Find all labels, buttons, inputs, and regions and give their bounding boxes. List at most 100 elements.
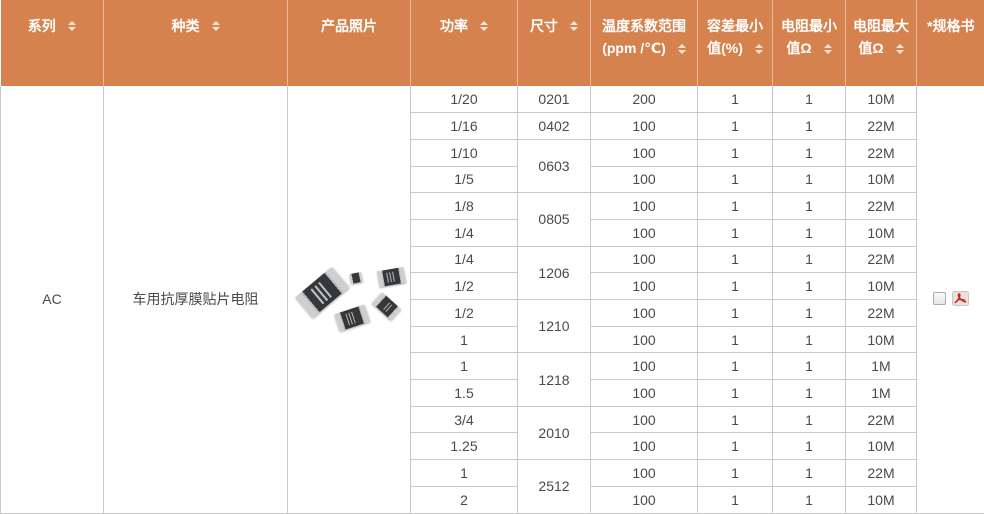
resistance-max-cell: 10M <box>845 485 917 514</box>
resistance-max-cell: 1M <box>845 379 917 407</box>
col-header-label: 种类 <box>171 18 200 34</box>
table-row: 2 100 1 1 10M <box>1 485 984 514</box>
tolerance-min-cell: 1 <box>697 165 773 194</box>
pdf-icon[interactable] <box>951 290 969 306</box>
size-cell: 0805 <box>517 192 591 247</box>
table-row: 1/8 0805 100 1 1 22M <box>1 192 984 247</box>
tolerance-min-cell: 1 <box>697 138 773 167</box>
tolerance-min-cell: 1 <box>697 485 773 514</box>
spec-checkbox[interactable] <box>932 291 946 305</box>
col-header-label: 尺寸 <box>530 18 558 34</box>
resistance-max-cell: 1M <box>845 352 917 381</box>
resistance-min-cell: 1 <box>772 352 846 381</box>
tcr-cell: 100 <box>590 138 698 167</box>
resistance-max-cell: 10M <box>845 218 917 247</box>
table-row: 1/10 0603 100 1 1 22M <box>1 138 984 194</box>
tcr-cell: 100 <box>590 432 698 461</box>
resistance-max-cell: 22M <box>845 245 917 274</box>
power-cell: 2 <box>410 485 518 514</box>
table-row: 1 100 1 1 10M <box>1 325 984 354</box>
table-row: 3/4 2010 100 1 1 22M <box>1 405 984 461</box>
col-header-label: *规格书 <box>927 18 975 34</box>
size-cell: 1218 <box>517 352 591 407</box>
tolerance-min-cell: 1 <box>697 218 773 247</box>
tcr-cell: 200 <box>590 86 698 114</box>
resistance-min-cell: 1 <box>772 432 846 461</box>
table-row: 1/4 1206 100 1 1 22M <box>1 245 984 301</box>
sort-icon <box>480 21 488 32</box>
sort-icon <box>677 43 686 54</box>
photo-cell <box>287 86 411 514</box>
power-cell: 1 <box>410 325 518 354</box>
resistance-max-cell: 10M <box>845 432 917 461</box>
tcr-cell: 100 <box>590 485 698 514</box>
resistance-max-cell: 22M <box>845 112 917 140</box>
power-cell: 1.25 <box>410 432 518 461</box>
category-cell: 车用抗厚膜贴片电阻 <box>103 86 288 514</box>
tolerance-min-cell: 1 <box>697 86 773 114</box>
col-header-power[interactable]: 功率 <box>410 0 518 86</box>
resistor-image <box>372 292 402 322</box>
resistance-min-cell: 1 <box>772 379 846 407</box>
table-row: AC 车用抗厚膜贴片电阻 1/20 0201 200 1 1 10M <box>0 86 984 514</box>
col-header-tolerance-min[interactable]: 容差最小值(%) <box>697 0 773 86</box>
col-header-series[interactable]: 系列 <box>0 0 104 86</box>
table-body: AC 车用抗厚膜贴片电阻 1/20 0201 200 1 1 10M 1/16 0402 100… <box>0 86 984 514</box>
col-header-spec-sheet: *规格书 <box>916 0 984 86</box>
sort-icon <box>823 43 832 54</box>
col-header-size[interactable]: 尺寸 <box>517 0 591 86</box>
tcr-cell: 100 <box>590 299 698 327</box>
sort-icon <box>895 43 904 54</box>
size-cell: 2010 <box>517 405 591 461</box>
resistance-min-cell: 1 <box>772 165 846 194</box>
size-cell: 1210 <box>517 298 591 354</box>
resistance-min-cell: 1 <box>772 272 846 300</box>
tcr-cell: 100 <box>590 192 698 220</box>
col-header-category[interactable]: 种类 <box>103 0 288 86</box>
tolerance-min-cell: 1 <box>697 272 773 300</box>
resistance-min-cell: 1 <box>772 112 846 140</box>
tolerance-min-cell: 1 <box>697 299 773 327</box>
series-cell: AC <box>0 86 104 514</box>
tcr-cell: 100 <box>590 379 698 407</box>
resistance-min-cell: 1 <box>772 299 846 327</box>
table-row: 1/2 100 1 1 10M <box>1 272 984 300</box>
resistor-image <box>349 272 363 285</box>
tcr-cell: 100 <box>590 112 698 140</box>
tolerance-min-cell: 1 <box>697 325 773 354</box>
spec-controls <box>932 290 969 306</box>
col-header-resistance-max[interactable]: 电阻最大值Ω <box>845 0 917 86</box>
size-cell: 1206 <box>517 245 591 301</box>
tolerance-min-cell: 1 <box>697 112 773 140</box>
power-cell: 1.5 <box>410 379 518 407</box>
power-cell: 1/10 <box>410 138 518 167</box>
resistance-max-cell: 10M <box>845 325 917 354</box>
power-cell: 1 <box>410 459 518 487</box>
resistance-min-cell: 1 <box>772 485 846 514</box>
col-header-resistance-min[interactable]: 电阻最小值Ω <box>772 0 846 86</box>
resistance-max-cell: 22M <box>845 405 917 434</box>
col-header-label: 电阻最小值Ω <box>781 18 837 57</box>
col-header-tcr[interactable]: 温度系数范围(ppm /℃) <box>590 0 698 86</box>
tolerance-min-cell: 1 <box>697 192 773 220</box>
resistance-max-cell: 22M <box>845 138 917 167</box>
power-cell: 1/2 <box>410 299 518 327</box>
size-cell: 2512 <box>517 459 591 514</box>
resistance-max-cell: 10M <box>845 165 917 194</box>
resistance-max-cell: 10M <box>845 272 917 300</box>
power-cell: 3/4 <box>410 405 518 434</box>
resistance-max-cell: 22M <box>845 299 917 327</box>
sort-icon <box>67 21 76 32</box>
resistance-min-cell: 1 <box>772 405 846 434</box>
resistance-min-cell: 1 <box>772 86 846 114</box>
resistance-max-cell: 22M <box>845 192 917 220</box>
tolerance-min-cell: 1 <box>697 379 773 407</box>
resistance-min-cell: 1 <box>772 245 846 274</box>
resistance-max-cell: 22M <box>845 459 917 487</box>
col-header-label: 功率 <box>440 18 468 34</box>
tcr-cell: 100 <box>590 325 698 354</box>
power-cell: 1 <box>410 352 518 381</box>
size-cell: 0402 <box>517 112 591 140</box>
sort-icon <box>754 43 763 54</box>
